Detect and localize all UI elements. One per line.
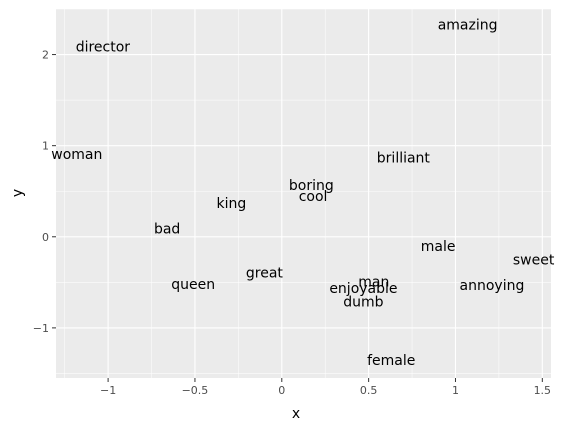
point-label-woman: woman [51,147,102,163]
point-label-enjoyable: enjoyable [329,281,397,297]
point-label-annoying: annoying [460,278,525,294]
plot-panel [56,9,551,378]
point-label-female: female [367,353,415,369]
x-tick-label: 0.5 [360,384,378,397]
point-label-bad: bad [154,222,180,238]
axis-ticks: −1 −0.5 0 0.5 1 1.5 −1 0 1 2 [33,49,551,397]
point-label-king: king [217,196,247,212]
point-label-dumb: dumb [343,294,383,310]
x-tick-label: −1 [100,384,116,397]
point-label-brilliant: brilliant [377,151,431,167]
x-tick-label: 1.5 [534,384,552,397]
y-tick-label: 2 [42,49,49,62]
point-label-boring: boring [289,178,334,194]
point-label-queen: queen [171,277,215,293]
x-tick-label: 0 [278,384,285,397]
point-label-amazing: amazing [438,17,498,33]
point-label-man: man [358,274,389,290]
point-label-director: director [76,39,131,55]
point-label-sweet: sweet [513,253,555,269]
y-tick-label: −1 [33,322,49,335]
grid-lines [56,8,551,378]
y-axis-title: y [10,189,26,197]
point-label-great: great [246,265,284,281]
y-tick-label: 1 [42,140,49,153]
y-tick-label: 0 [42,231,49,244]
point-label-cool: cool [299,189,328,205]
point-label-male: male [421,239,456,255]
x-tick-label: −0.5 [182,384,209,397]
x-tick-label: 1 [452,384,459,397]
x-axis-title: x [292,406,300,422]
